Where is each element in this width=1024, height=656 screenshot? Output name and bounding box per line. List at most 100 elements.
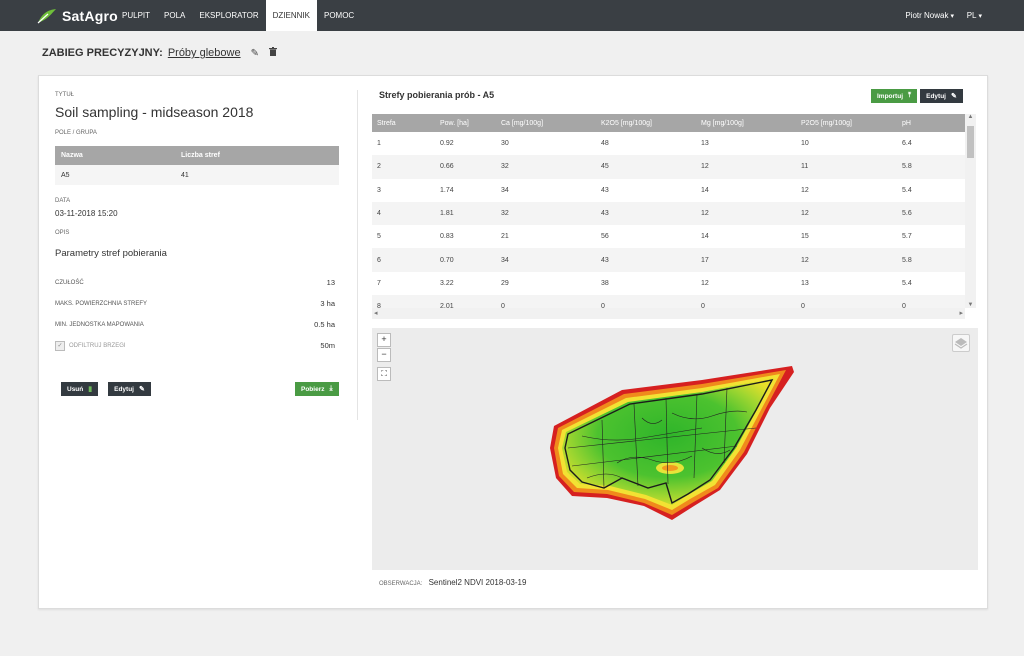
table-row[interactable]: 1 0.92 30 48 13 10 6.4 (372, 132, 965, 155)
user-menu[interactable]: Piotr Nowak ▾ (905, 0, 954, 31)
table-row[interactable]: A5 41 (55, 165, 339, 185)
table-row[interactable]: 2 0.66 32 45 12 11 5.8 (372, 155, 965, 179)
date-value: 03-11-2018 15:20 (55, 209, 118, 218)
edit-zones-button[interactable]: Edytuj ✎ (920, 89, 963, 103)
zones-table-container[interactable]: Strefa Pow. [ha] Ca [mg/100g] K2O5 [mg/1… (372, 114, 976, 320)
param-value: 3 ha (320, 299, 335, 308)
fullscreen-icon[interactable]: ⛶ (377, 367, 391, 381)
nav-pola[interactable]: POLA (164, 11, 186, 20)
zoom-in-button[interactable]: + (377, 333, 391, 347)
table-cell: 34 (496, 248, 596, 272)
left-actions: Usuń ▮ Edytuj ✎ (61, 382, 151, 396)
col-zone: Strefa (372, 114, 435, 132)
table-row[interactable]: 6 0.70 34 43 17 12 5.8 (372, 248, 965, 272)
table-cell: 5.4 (902, 279, 912, 287)
vertical-scrollbar[interactable]: ▲ ▼ (965, 114, 976, 308)
pencil-icon: ✎ (138, 386, 145, 393)
treatment-title: Soil sampling - midseason 2018 (55, 104, 254, 120)
edit-label: Edytuj (114, 385, 134, 393)
pencil-icon[interactable]: ✎ (250, 47, 259, 59)
pencil-icon: ✎ (950, 93, 957, 100)
filter-edges-checkbox[interactable]: ✓ (55, 340, 65, 351)
table-cell: 43 (601, 186, 609, 194)
download-button[interactable]: Pobierz ⤓ (295, 382, 339, 396)
table-cell: 12 (696, 155, 796, 179)
import-button[interactable]: Importuj ⤒ (871, 89, 918, 103)
scrollbar-thumb[interactable] (967, 126, 974, 158)
treatment-type-link[interactable]: Próby glebowe (167, 47, 241, 59)
col-zone-count: Liczba stref (175, 146, 339, 165)
col-k2o: K2O5 [mg/100g] (596, 114, 696, 132)
scroll-right-icon[interactable]: ▸ (959, 310, 963, 317)
field-ndvi-image (550, 366, 794, 520)
col-ca: Ca [mg/100g] (496, 114, 596, 132)
params-list: CZUŁOŚĆ 13 MAKS. POWIERZCHNIA STREFY 3 h… (55, 272, 335, 356)
table-cell: 17 (696, 248, 796, 272)
table-cell: 5.8 (897, 155, 965, 179)
table-cell: 3.22 (440, 279, 454, 287)
table-row[interactable]: 4 1.81 32 43 12 12 5.6 (372, 201, 965, 226)
table-row[interactable]: 5 0.83 21 56 14 15 5.7 (372, 225, 965, 248)
nav-dziennik[interactable]: DZIENNIK (265, 0, 317, 31)
layers-icon[interactable] (952, 334, 970, 352)
table-cell: 32 (496, 201, 596, 226)
page-type-label: ZABIEG PRECYZYJNY: (42, 47, 163, 59)
col-mg: Mg [mg/100g] (696, 114, 796, 132)
satagro-logo[interactable]: SatAgro (36, 6, 118, 26)
table-cell: 6 (372, 248, 435, 272)
table-cell: 45 (596, 155, 696, 179)
zones-table-body: 1 0.92 30 48 13 10 6.4 2 0.66 32 45 12 11 5.8 3 1.74 34 4… (372, 132, 965, 319)
trash-icon[interactable] (268, 47, 277, 59)
table-cell: 5.4 (902, 186, 912, 194)
zone-count: 41 (175, 165, 339, 185)
top-navbar: SatAgro PULPIT POLA EKSPLORATOR DZIENNIK… (0, 0, 1024, 31)
download-label: Pobierz (301, 385, 325, 393)
zones-title: Strefy pobierania prób - A5 (379, 90, 495, 100)
edit-button[interactable]: Edytuj ✎ (108, 382, 151, 396)
table-cell: 32 (496, 155, 596, 179)
table-cell: 6.4 (902, 140, 912, 148)
table-cell: 12 (801, 186, 809, 194)
table-cell: 11 (796, 155, 897, 179)
table-row[interactable]: 7 3.22 29 38 12 13 5.4 (372, 272, 965, 295)
zoom-out-button[interactable]: − (377, 348, 391, 362)
scroll-down-icon[interactable]: ▼ (967, 302, 974, 308)
table-cell: 1.81 (435, 201, 496, 226)
horizontal-scrollbar[interactable]: ◂ ▸ (372, 308, 965, 319)
field-name: A5 (55, 165, 175, 185)
table-cell: 48 (601, 140, 609, 148)
table-cell: 14 (701, 186, 709, 194)
param-value: 13 (326, 278, 335, 287)
table-cell: 0.83 (440, 233, 454, 241)
nav-eksplorator[interactable]: EKSPLORATOR (199, 11, 259, 20)
table-cell: 7 (377, 279, 381, 287)
param-row-sensitivity: CZUŁOŚĆ 13 (55, 272, 335, 293)
scroll-up-icon[interactable]: ▲ (967, 114, 974, 120)
table-cell: 12 (696, 201, 796, 226)
table-cell: 14 (701, 233, 709, 241)
table-cell: 15 (801, 233, 809, 241)
table-cell: 5.8 (897, 248, 965, 272)
table-cell: 56 (601, 233, 609, 241)
ndvi-map[interactable]: + − ⛶ (372, 328, 978, 570)
leaf-logo-icon (37, 9, 56, 24)
table-row[interactable]: 3 1.74 34 43 14 12 5.4 (372, 179, 965, 202)
logo-text: SatAgro (62, 8, 118, 24)
table-cell: 13 (801, 279, 809, 287)
trash-icon: ▮ (88, 386, 93, 393)
zoom-controls: + − ⛶ (377, 333, 391, 382)
scroll-left-icon[interactable]: ◂ (374, 310, 378, 317)
download-icon: ⤓ (329, 385, 333, 392)
title-label: TYTUŁ (55, 92, 75, 98)
language-menu[interactable]: PL ▾ (967, 0, 982, 31)
param-value: 0.5 ha (314, 320, 335, 329)
table-cell: 5.7 (902, 233, 912, 241)
table-cell: 0.92 (440, 140, 454, 148)
table-cell: 5.6 (897, 201, 965, 226)
table-cell: 38 (601, 279, 609, 287)
nav-pulpit[interactable]: PULPIT (122, 11, 151, 20)
nav-pomoc[interactable]: POMOC (323, 11, 355, 20)
delete-button[interactable]: Usuń ▮ (61, 382, 99, 396)
table-cell: 43 (596, 248, 696, 272)
col-name: Nazwa (55, 146, 175, 165)
